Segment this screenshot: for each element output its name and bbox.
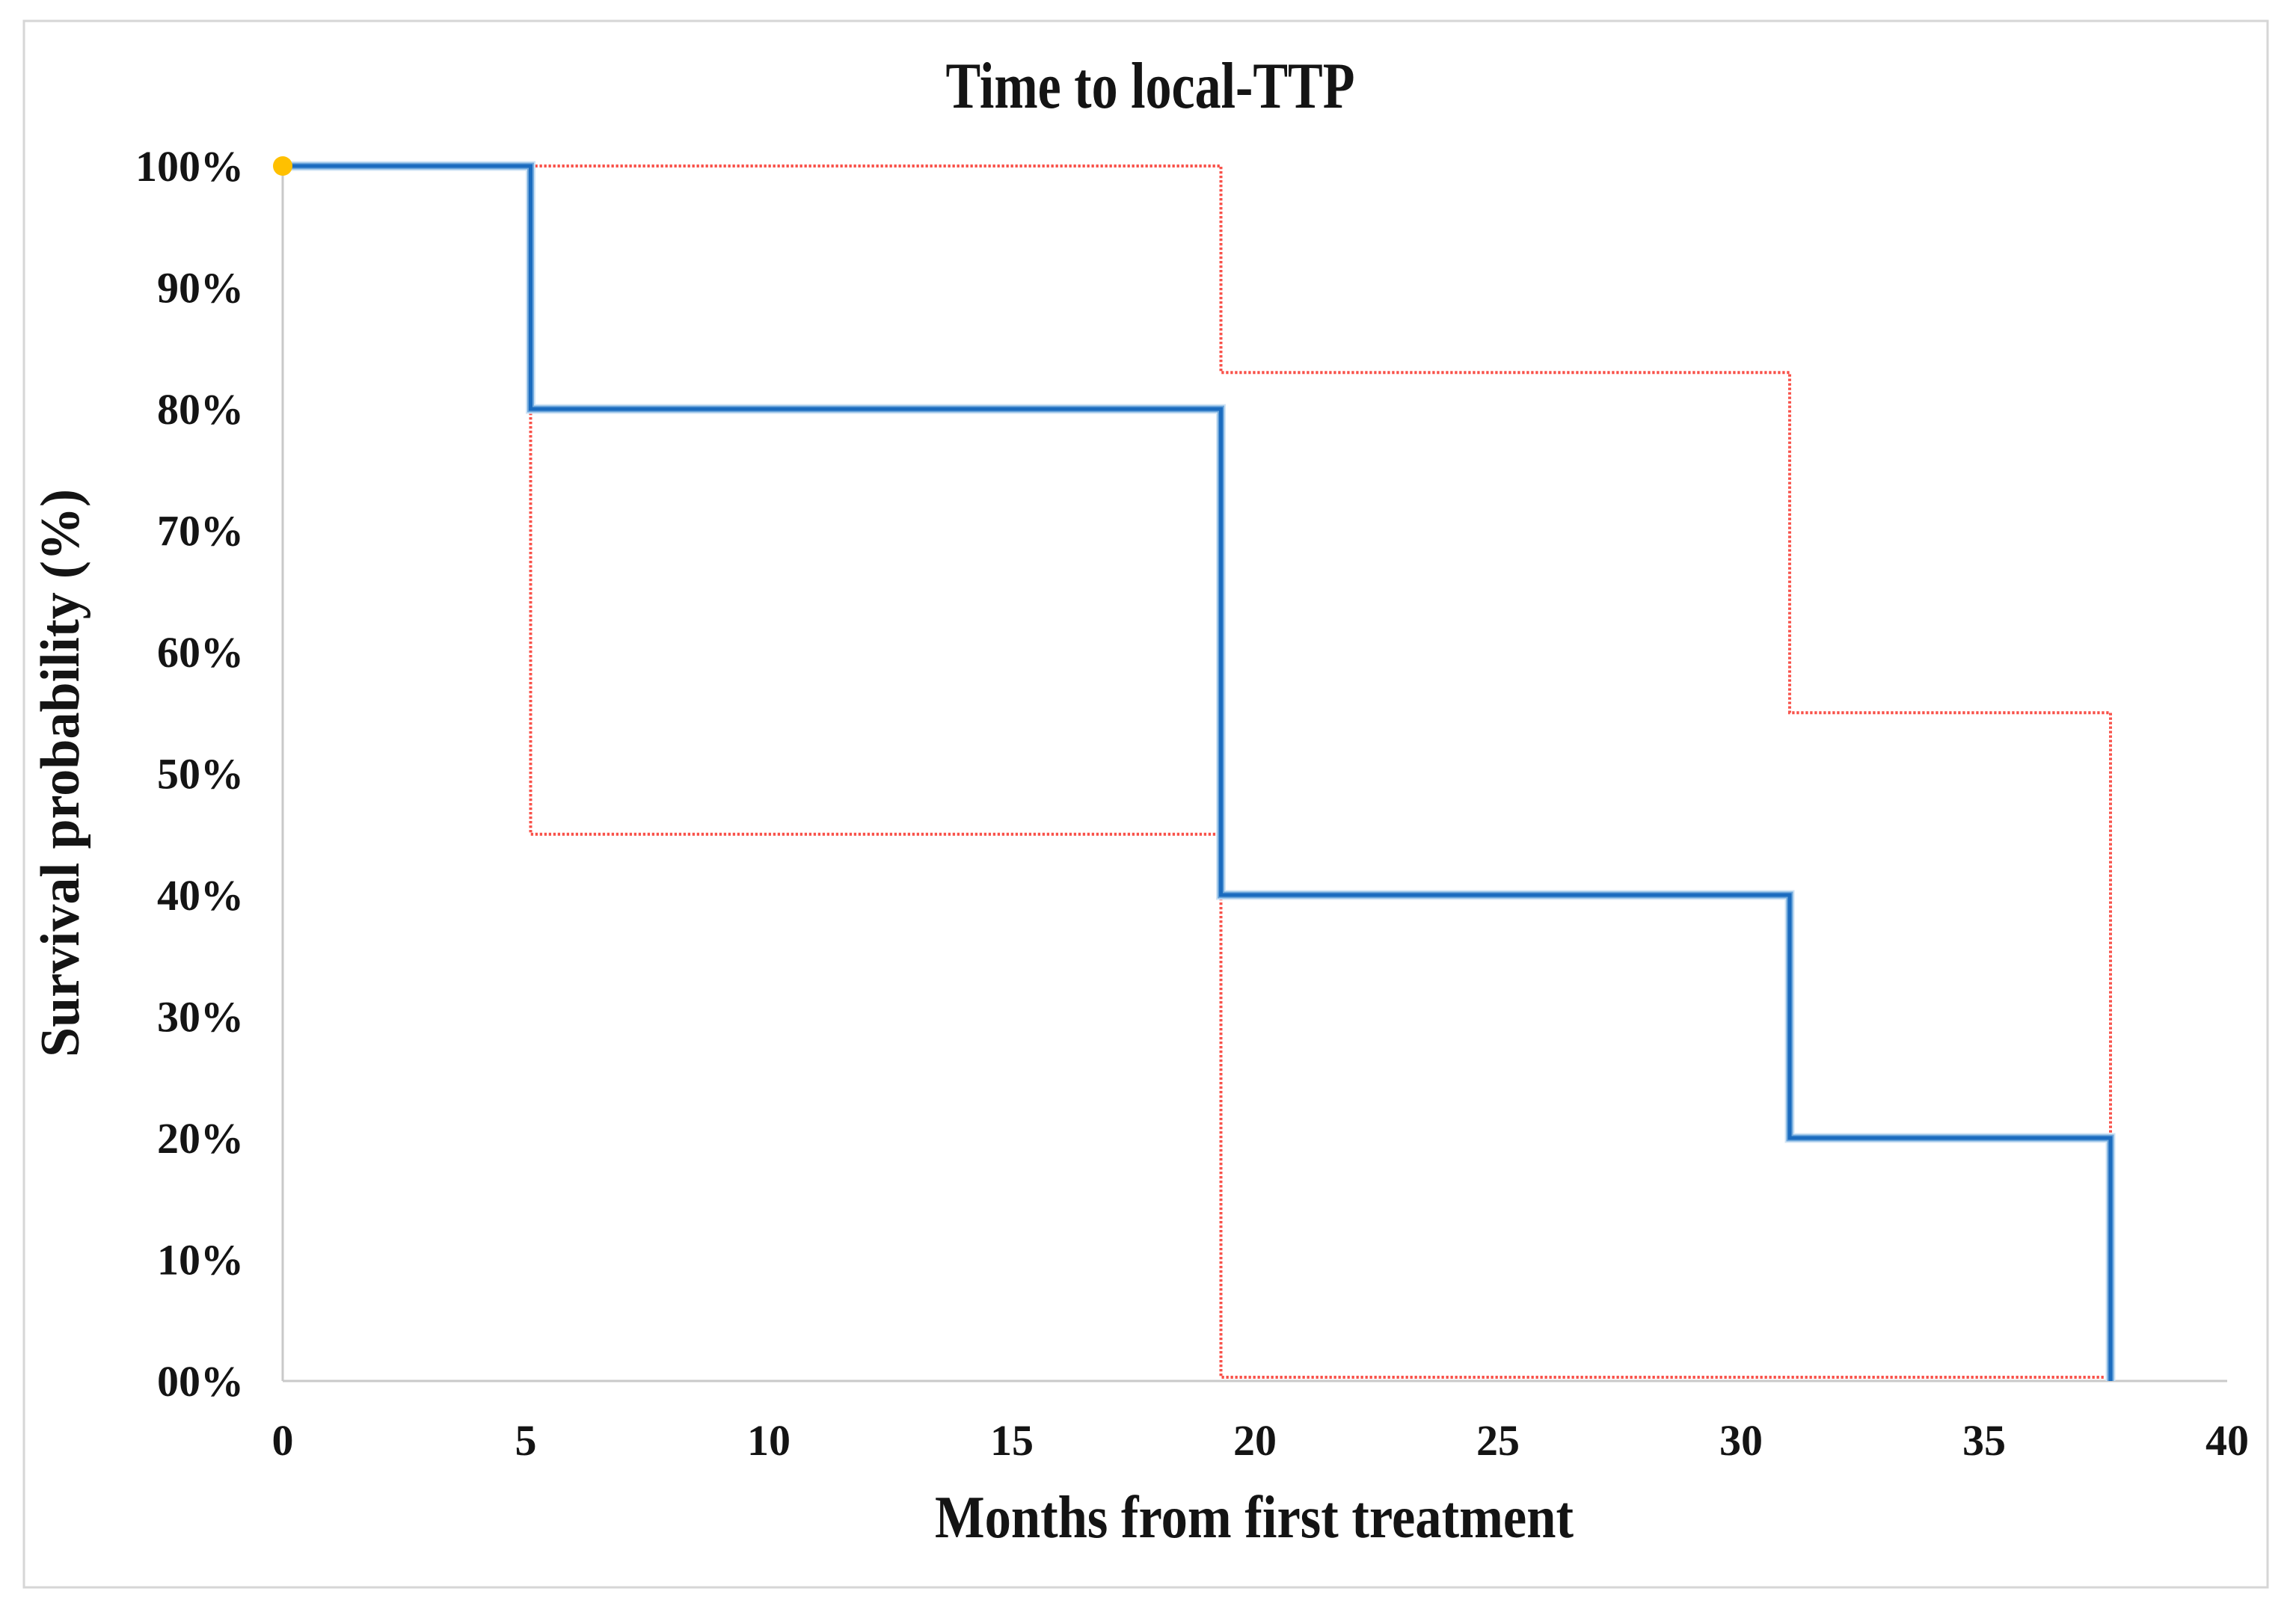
chart-border <box>22 19 2269 1589</box>
y-tick-labels: 100% 90% 80% 70% 60% 50% 40% 30% 20% 10% 00% <box>135 142 244 1406</box>
axes <box>281 166 2227 1382</box>
y-tick-label: 60% <box>157 628 244 677</box>
x-tick-label: 0 <box>272 1416 294 1465</box>
y-axis-title: Survival probability (%) <box>30 489 91 1057</box>
y-tick-label: 40% <box>157 871 244 920</box>
x-tick-label: 25 <box>1476 1416 1520 1465</box>
y-tick-label: 90% <box>157 264 244 313</box>
ci-line <box>529 166 2111 1379</box>
series-95-ci-upper-bound <box>530 164 2112 1377</box>
y-tick-label: 70% <box>157 507 244 556</box>
y-tick-label: 100% <box>135 142 244 191</box>
x-tick-labels: 0 5 10 15 20 25 30 35 40 <box>272 1416 2250 1465</box>
marker-layer <box>273 156 292 176</box>
x-tick-label: 10 <box>747 1416 791 1465</box>
ci-line <box>530 164 2112 1377</box>
y-tick-label: 00% <box>157 1357 244 1406</box>
km-line-halo-inner <box>283 162 2114 1381</box>
y-tick-label: 30% <box>157 993 244 1042</box>
series-layer <box>283 161 2116 1381</box>
x-axis-title: Months from first treatment <box>935 1485 1574 1551</box>
y-tick-label: 80% <box>157 385 244 434</box>
y-tick-label: 50% <box>157 750 244 799</box>
series-kaplan-meier-survival-estimate <box>283 161 2116 1381</box>
x-tick-label: 30 <box>1719 1416 1763 1465</box>
x-tick-label: 20 <box>1233 1416 1277 1465</box>
x-tick-label: 15 <box>990 1416 1034 1465</box>
start-marker-dot <box>273 156 292 176</box>
series-95-ci-lower-bound <box>529 166 2111 1379</box>
x-tick-label: 5 <box>515 1416 537 1465</box>
chart-title: Time to local-TTP <box>946 50 1355 123</box>
y-tick-label: 10% <box>157 1236 244 1285</box>
km-line <box>283 164 2113 1381</box>
y-tick-label: 20% <box>157 1114 244 1163</box>
km-line-halo-outer <box>283 161 2116 1381</box>
x-tick-label: 40 <box>2206 1416 2249 1465</box>
x-tick-label: 35 <box>1962 1416 2006 1465</box>
